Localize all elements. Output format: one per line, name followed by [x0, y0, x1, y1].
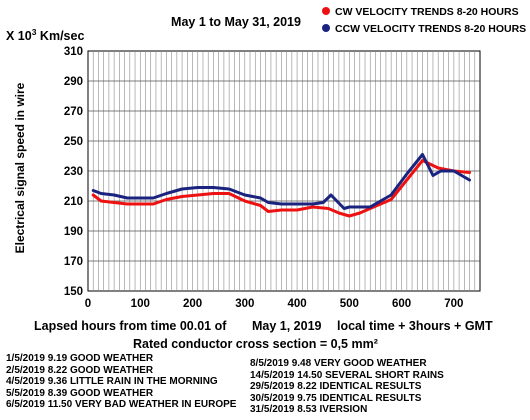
- y-tick-label: 170: [64, 256, 83, 268]
- note-item: 1/5/2019 9.19 GOOD WEATHER: [6, 353, 154, 364]
- y-unit-label: X 103 Km/sec: [6, 27, 84, 43]
- chart-title: May 1 to May 31, 2019: [171, 15, 301, 29]
- notes-left: 1/5/2019 9.19 GOOD WEATHER 2/5/2019 8.22…: [6, 353, 236, 411]
- note-item: 2/5/2019 8.22 GOOD WEATHER: [6, 364, 154, 376]
- y-tick-label: 250: [64, 136, 83, 148]
- x-tick-label: 700: [444, 298, 463, 310]
- y-tick-label: 150: [64, 286, 83, 298]
- series-lines: [91, 153, 471, 218]
- x-tick-labels: 0 100 200 300 400 500 600 700: [85, 298, 464, 310]
- note-item: 4/5/2019 9.36 LITTLE RAIN IN THE MORNING: [6, 376, 218, 387]
- notes-right: 8/5/2019 9.48 VERY GOOD WEATHER 14/5/201…: [250, 358, 444, 416]
- legend-marker-cw: [322, 7, 330, 15]
- y-tick-label: 210: [64, 196, 83, 208]
- note-item: 6/5/2019 11.50 VERY BAD WEATHER IN EUROP…: [6, 399, 237, 410]
- x-tick-label: 300: [235, 298, 254, 310]
- note-item: 5/5/2019 8.39 GOOD WEATHER: [6, 387, 154, 399]
- y-tick-label: 290: [64, 76, 83, 88]
- note-item: 30/5/2019 9.75 IDENTICAL RESULTS: [250, 392, 422, 404]
- x-axis-title: Lapsed hours from time 00.01 of May 1, 20…: [34, 319, 493, 333]
- x-tick-label: 0: [85, 298, 91, 310]
- chart-subtitle: Rated conductor cross section = 0,5 mm²: [133, 337, 378, 351]
- series-line-cw: [91, 159, 471, 218]
- y-axis-title: Electrical signal speed in wire: [13, 82, 27, 253]
- y-tick-label: 230: [64, 166, 83, 178]
- legend-label-cw: CW VELOCITY TRENDS 8-20 HOURS: [335, 6, 519, 18]
- note-item: 29/5/2019 8.22 IDENTICAL RESULTS: [250, 381, 422, 392]
- x-tick-label: 100: [131, 298, 150, 310]
- x-tick-label: 500: [340, 298, 359, 310]
- note-item: 8/5/2019 9.48 VERY GOOD WEATHER: [250, 358, 427, 369]
- x-tick-label: 200: [183, 298, 202, 310]
- x-tick-label: 600: [392, 298, 411, 310]
- y-tick-label: 190: [64, 226, 83, 238]
- legend-label-ccw: CCW VELOCITY TRENDS 8-20 HOURS: [335, 23, 526, 35]
- note-item: 31/5/2019 8.53 IVERSION: [250, 404, 368, 415]
- y-tick-labels: 150 170 190 210 230 250 270 290 310: [64, 46, 83, 298]
- y-tick-label: 310: [64, 46, 83, 58]
- series-line-ccw: [91, 153, 471, 210]
- note-item: 14/5/2019 14.50 SEVERAL SHORT RAINS: [250, 369, 444, 381]
- legend-marker-ccw: [322, 24, 330, 32]
- y-tick-label: 270: [64, 106, 83, 118]
- legend: CW VELOCITY TRENDS 8-20 HOURS CCW VELOCI…: [322, 6, 526, 35]
- grid: [88, 51, 480, 291]
- x-tick-label: 400: [287, 298, 306, 310]
